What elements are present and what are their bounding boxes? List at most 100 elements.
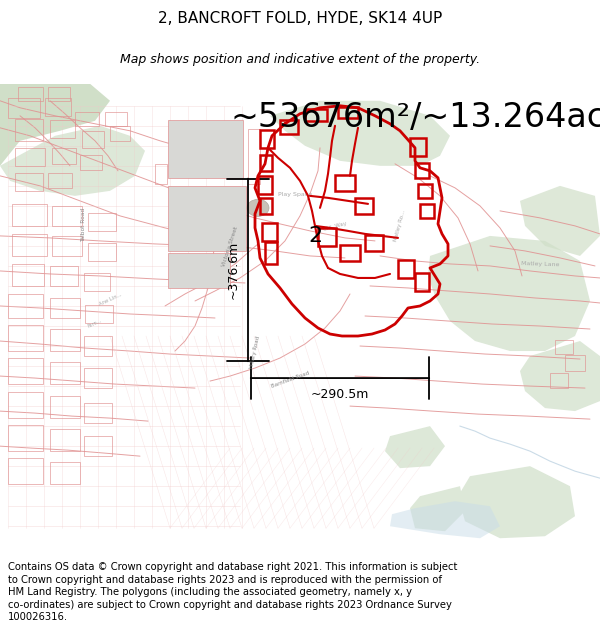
Bar [365,235,383,251]
Bar [418,184,432,198]
Bar [84,436,112,456]
Bar [168,120,243,178]
Polygon shape [0,126,145,196]
Text: to Crown copyright and database rights 2023 and is reproduced with the permissio: to Crown copyright and database rights 2… [8,575,442,585]
Text: Play Space: Play Space [278,192,312,197]
Text: Barnfield Road: Barnfield Road [270,371,310,389]
Polygon shape [458,466,575,538]
Bar [8,98,40,118]
Bar [85,305,113,323]
Bar [8,392,43,418]
Polygon shape [270,101,450,166]
Text: Cld. Way: Cld. Way [323,221,347,232]
Bar [50,266,78,286]
Text: Fern...: Fern... [87,318,103,329]
Polygon shape [410,486,465,531]
Bar [50,462,80,484]
Ellipse shape [247,199,269,216]
Polygon shape [520,341,600,411]
Bar [265,242,277,264]
Polygon shape [428,236,590,351]
Bar [75,112,99,126]
Text: 2: 2 [308,226,322,246]
Bar [420,204,434,218]
Bar [335,175,355,191]
Bar [340,245,360,261]
Text: Victoria Street: Victoria Street [221,226,239,267]
Text: Matley Ro...: Matley Ro... [394,209,407,242]
Bar [12,264,44,286]
Bar [50,298,80,318]
Bar [52,148,76,164]
Polygon shape [0,84,110,166]
Bar [168,186,246,251]
Text: Hillary Road: Hillary Road [249,336,261,369]
Bar [355,198,373,214]
Bar [555,340,573,354]
Text: 100026316.: 100026316. [8,612,68,622]
Bar [280,120,298,134]
Bar [88,213,116,231]
Bar [84,336,112,356]
Bar [410,138,426,156]
Bar [80,155,102,170]
Text: ~53676m²/~13.264ac.: ~53676m²/~13.264ac. [230,101,600,134]
Text: Talbot Road: Talbot Road [82,208,86,242]
Text: Contains OS data © Crown copyright and database right 2021. This information is : Contains OS data © Crown copyright and d… [8,562,457,572]
Bar [550,373,568,388]
Bar [88,243,116,261]
Bar [15,173,43,191]
Bar [84,403,112,423]
Bar [8,458,43,484]
Bar [258,176,272,194]
Bar [52,236,82,256]
Bar [338,107,358,118]
Bar [50,429,80,451]
Bar [84,368,112,388]
Bar [398,260,414,278]
Bar [15,119,43,141]
Text: Ane Lin...: Ane Lin... [98,292,122,307]
Polygon shape [180,188,238,228]
Bar [12,204,47,226]
Bar [52,206,82,226]
Bar [415,163,429,178]
Text: ~290.5m: ~290.5m [311,388,369,401]
Bar [18,87,43,101]
Bar [84,273,110,291]
Bar [48,173,72,188]
Bar [50,329,80,351]
Bar [82,131,104,148]
Bar [45,98,71,116]
Bar [260,198,272,214]
Bar [15,148,45,166]
Bar [155,164,167,184]
Bar [50,396,80,418]
Bar [8,358,43,384]
Bar [305,109,327,121]
Bar [260,155,272,171]
Bar [8,325,43,351]
Bar [50,362,80,384]
Bar [168,253,230,288]
Bar [8,294,43,318]
Text: co-ordinates) are subject to Crown copyright and database rights 2023 Ordnance S: co-ordinates) are subject to Crown copyr… [8,600,452,610]
Text: Matley Lane: Matley Lane [521,261,559,267]
Bar [48,87,70,101]
Bar [50,120,75,138]
Polygon shape [520,186,600,256]
Polygon shape [385,426,445,468]
Bar [565,355,585,371]
Bar [260,130,274,148]
Bar [415,273,429,291]
Bar [105,112,127,126]
Text: Map shows position and indicative extent of the property.: Map shows position and indicative extent… [120,53,480,66]
Bar [318,228,336,246]
Text: 2, BANCROFT FOLD, HYDE, SK14 4UP: 2, BANCROFT FOLD, HYDE, SK14 4UP [158,11,442,26]
Bar [110,126,130,141]
Bar [12,234,47,256]
Polygon shape [390,501,500,538]
Text: ~376.6m: ~376.6m [227,241,240,299]
Bar [8,425,43,451]
Text: HM Land Registry. The polygons (including the associated geometry, namely x, y: HM Land Registry. The polygons (includin… [8,588,412,598]
